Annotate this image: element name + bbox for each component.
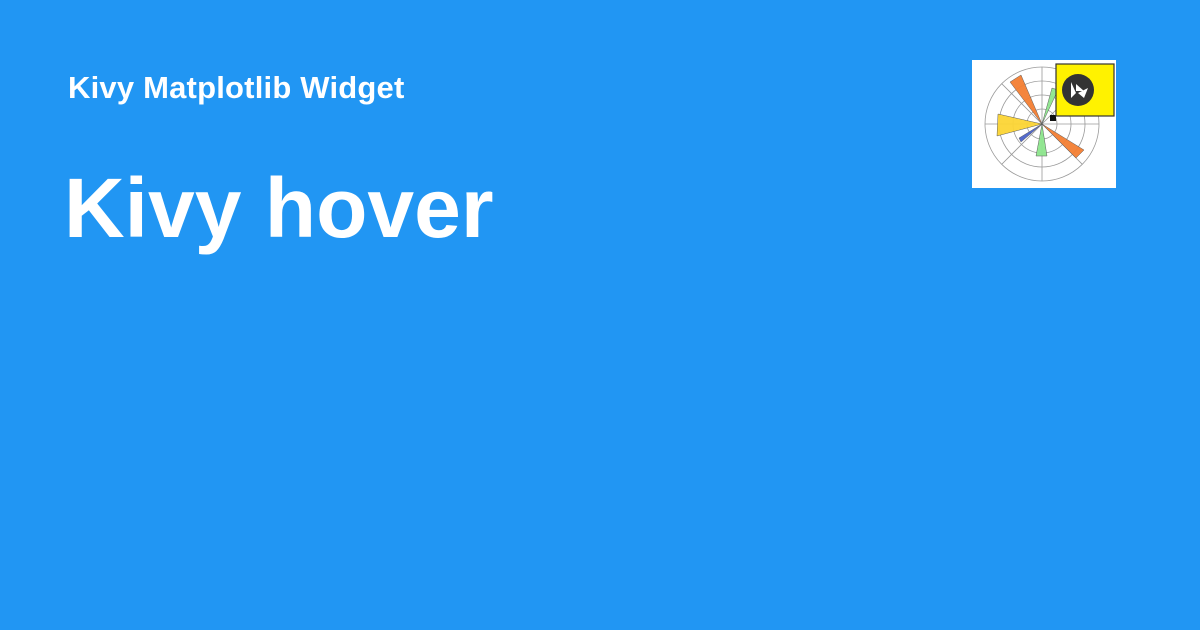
site-name: Kivy Matplotlib Widget: [68, 70, 405, 105]
polar-chart-logo-icon: [984, 63, 1115, 182]
page-title: Kivy hover: [64, 161, 494, 255]
logo: [972, 60, 1116, 188]
